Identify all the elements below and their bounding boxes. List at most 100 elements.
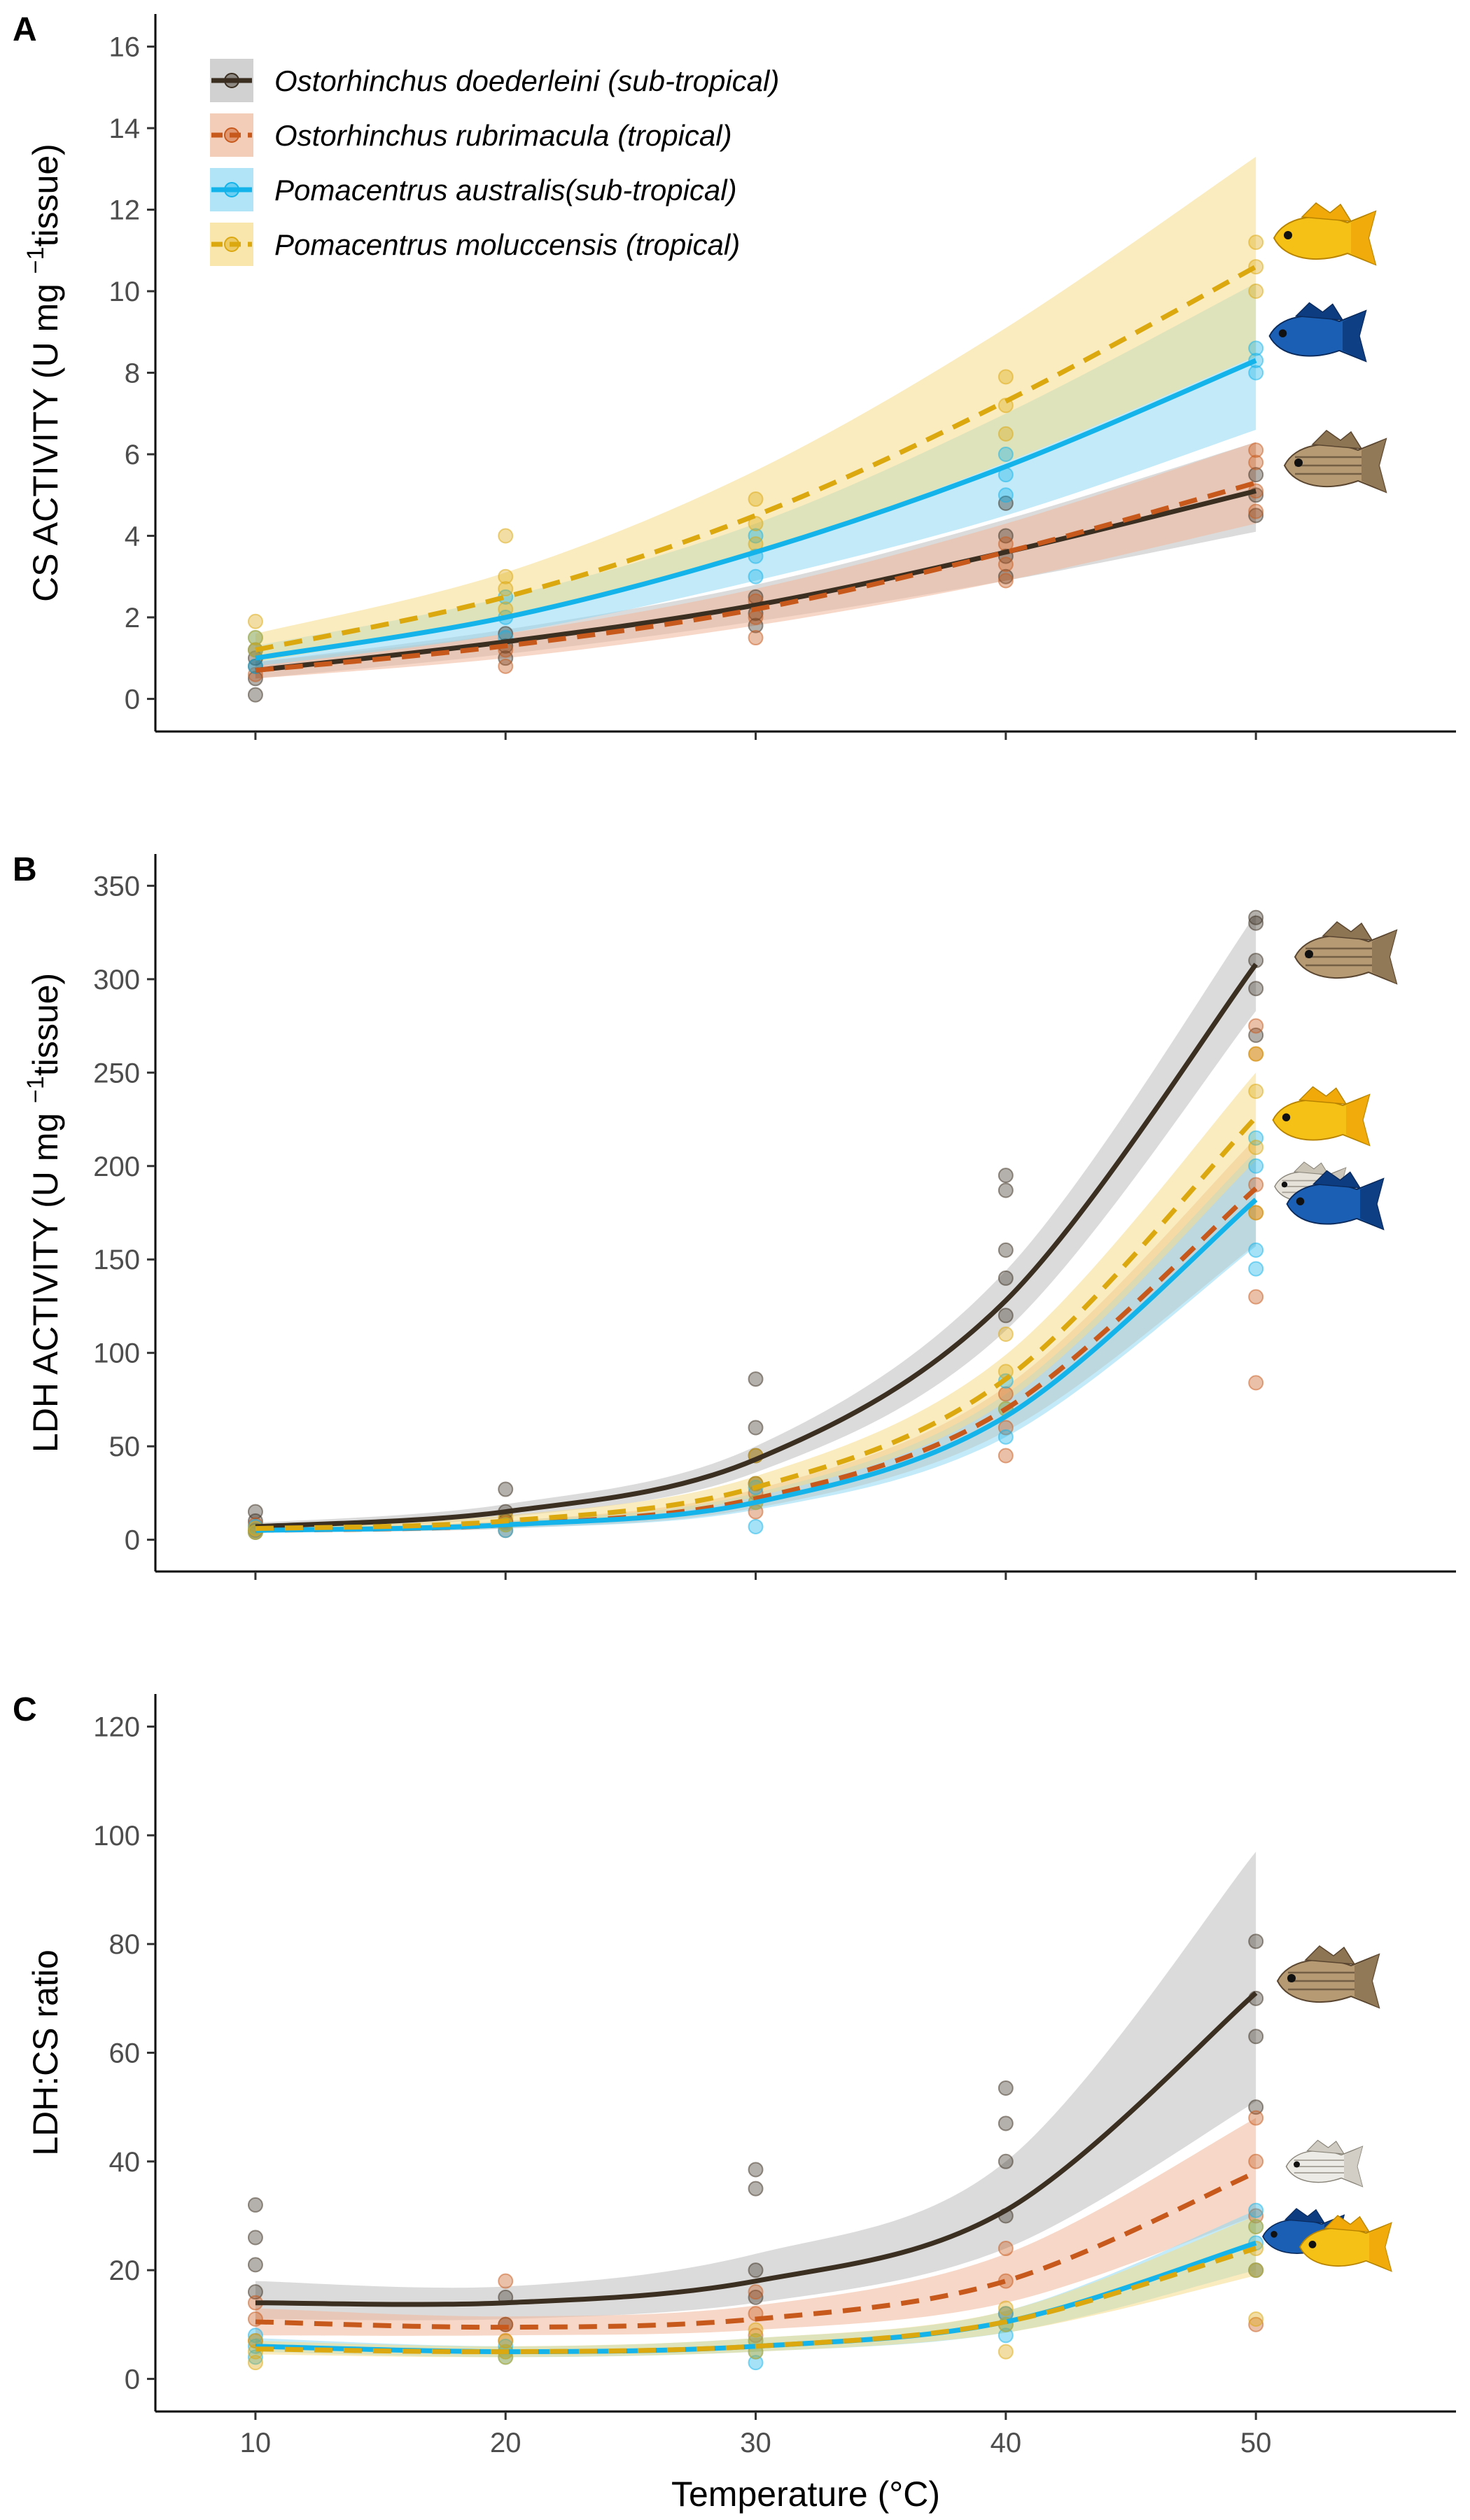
data-point [1248, 1018, 1264, 1034]
y-tick-label: 150 [93, 1245, 140, 1275]
y-tick-label: 6 [125, 440, 140, 470]
fish-eye [1296, 1197, 1305, 1205]
data-point [247, 613, 263, 629]
series-line [255, 1115, 1258, 1532]
y-tick-label: 100 [93, 1338, 140, 1369]
y-tick-label: 40 [109, 2147, 141, 2178]
data-point [748, 2284, 764, 2300]
fish-tail [1362, 439, 1386, 492]
y-tick-label: 0 [125, 1525, 140, 1556]
panel-b: 0 50 100 150 200 250 300 350 B LDH ACTIVITY (U mg… [13, 851, 1456, 1580]
data-point [1248, 365, 1264, 381]
y-axis-title-sup: −1 [22, 246, 49, 274]
y-tick-label: 120 [93, 1712, 140, 1743]
data-point [997, 487, 1014, 503]
data-point [498, 2273, 514, 2289]
y-tick-label: 2 [125, 603, 140, 634]
fish-eye [1305, 950, 1313, 958]
y-axis-title: LDH ACTIVITY (U mg −1tissue) [22, 973, 65, 1452]
y-tick-label: 60 [109, 2038, 141, 2069]
y-tick-label: 12 [109, 195, 141, 226]
data-point [498, 650, 514, 666]
series-line [255, 488, 1256, 673]
y-tick-label: 0 [125, 2364, 140, 2395]
data-point [748, 1420, 764, 1436]
data-point [997, 426, 1014, 442]
x-tick-label: 30 [740, 2428, 771, 2458]
data-point [498, 528, 514, 544]
data-point [1248, 1242, 1264, 1258]
fish-eye [1281, 1182, 1288, 1188]
data-point [748, 1371, 764, 1387]
fish-tail [1372, 930, 1396, 983]
data-point [997, 2328, 1014, 2344]
data-point [1248, 2202, 1264, 2218]
data-point [247, 2328, 263, 2344]
y-axis-title: CS ACTIVITY (U mg −1tissue) [22, 144, 65, 602]
data-point [1248, 442, 1264, 458]
y-axis-title-sup: −1 [22, 1076, 49, 1103]
fish-eye [1308, 2241, 1317, 2248]
y-axis-title-tail: tissue) [26, 144, 65, 246]
data-point [247, 2257, 263, 2273]
data-point [1248, 507, 1264, 524]
data-point [748, 1518, 764, 1534]
series-line [255, 358, 1257, 661]
data-point [997, 1429, 1014, 1445]
series-line [255, 1186, 1258, 1533]
data-point [1248, 1205, 1264, 1221]
data-point [247, 2230, 263, 2246]
series-line [255, 480, 1257, 673]
y-tick-label: 14 [109, 113, 141, 144]
y-tick-label: 4 [125, 521, 140, 552]
data-point [247, 2197, 263, 2213]
legend-key-point [224, 127, 239, 143]
data-point [748, 568, 764, 584]
panel-letter: A [13, 11, 37, 48]
panel-c: 0 20 40 60 80 100 120 10 20 30 40 50 C LDH:CS ratio [13, 1691, 1456, 2458]
fish-tail [1351, 211, 1376, 265]
data-point [997, 573, 1014, 589]
data-point [997, 1270, 1014, 1286]
legend-key-point [224, 182, 239, 197]
data-point [748, 491, 764, 507]
data-point [498, 2333, 514, 2349]
ci-ribbon [255, 442, 1256, 679]
striped-cardinalfish-icon [1294, 921, 1398, 985]
ci-ribbon [255, 156, 1256, 662]
data-point [748, 2162, 764, 2178]
fish-tail [1354, 1954, 1379, 2008]
data-point [997, 369, 1014, 385]
data-point [1248, 454, 1264, 470]
fish-dorsal-fin [1322, 921, 1373, 941]
ci-ribbon [255, 2118, 1256, 2336]
ci-ribbon [255, 1151, 1256, 1532]
data-point [1248, 284, 1264, 300]
panel-letter: B [13, 851, 37, 888]
data-point [748, 2322, 764, 2338]
data-point [748, 515, 764, 531]
data-point [1248, 2262, 1264, 2278]
legend-label: Ostorhinchus doederleini (sub-tropical) [274, 64, 779, 97]
data-point [748, 2328, 764, 2344]
data-point [997, 2241, 1014, 2257]
data-point [247, 1504, 263, 1520]
pale-cardinalfish-icon [1285, 2139, 1364, 2188]
y-tick-label: 300 [93, 965, 140, 995]
fish-dorsal-fin [1312, 1170, 1362, 1189]
data-point [1248, 915, 1264, 931]
data-point [1248, 1933, 1264, 1949]
panel-a: 0 2 4 6 8 10 12 14 16 A CS ACTIVITY (U mg −1tissue… [13, 11, 1456, 740]
y-tick-label: 16 [109, 32, 141, 63]
fish-eye [1278, 329, 1287, 337]
fish-eye [1294, 458, 1303, 467]
x-axis-title: Temperature (°C) [671, 2474, 940, 2514]
fish-tail [1346, 1094, 1370, 1146]
data-point [748, 2262, 764, 2278]
fish-tail [1369, 2222, 1392, 2272]
y-axis-title-main: LDH ACTIVITY (U mg [26, 1103, 65, 1452]
series-line [255, 2170, 1257, 2330]
y-tick-label: 350 [93, 871, 140, 902]
y-tick-label: 200 [93, 1152, 140, 1182]
data-point [1248, 234, 1264, 251]
